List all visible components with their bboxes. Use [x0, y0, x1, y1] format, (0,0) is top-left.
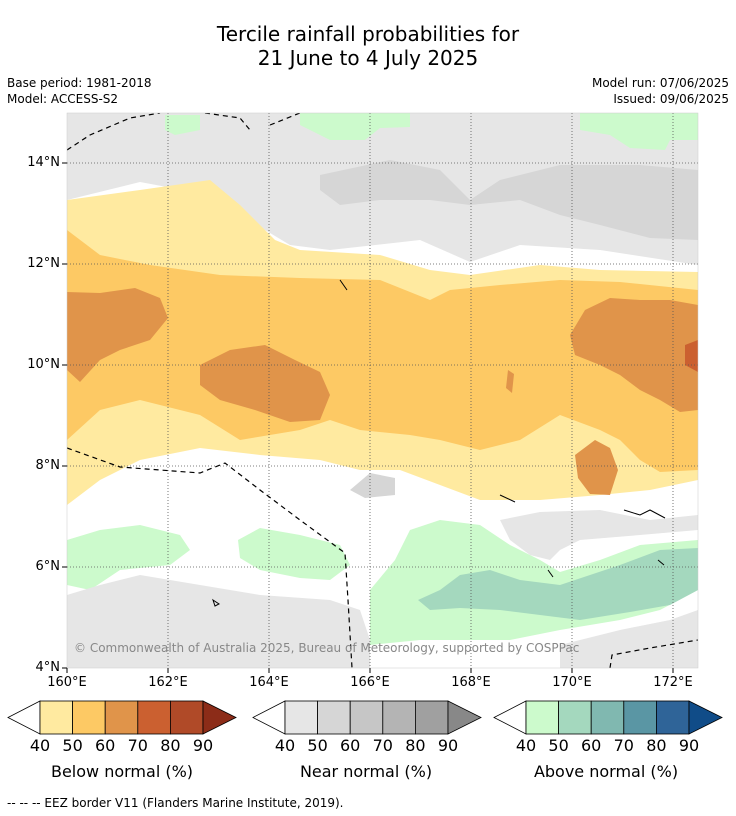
colorbar-label-below: Below normal (%): [50, 762, 194, 781]
eez-border: [67, 113, 698, 668]
colorbar-arrow-high: [688, 700, 723, 735]
colorbar-swatch: [72, 700, 106, 735]
colorbar-swatch: [349, 700, 384, 735]
colorbar-tick-label: 80: [405, 736, 426, 755]
colorbar-arrow-low: [252, 700, 286, 735]
colorbar-tick-label: 90: [437, 736, 459, 755]
colorbar-tick-label: 60: [95, 736, 116, 755]
meta-right: Model run: 07/06/2025 Issued: 09/06/2025: [592, 75, 729, 107]
near-normal-region-north-darker: [320, 160, 698, 240]
lon-label-172e: 172°E: [653, 675, 693, 690]
lon-label-160e: 160°E: [47, 675, 87, 690]
colorbar-swatch: [558, 700, 592, 735]
graticule: [67, 113, 698, 668]
colorbar-arrow-high: [447, 700, 482, 735]
colorbar-tick-label: 60: [340, 736, 361, 755]
model-run: Model run: 07/06/2025: [591, 76, 729, 90]
below-normal-region-60-small: [506, 370, 514, 393]
above-normal-region-northwest: [165, 115, 200, 135]
colorbar-swatch: [656, 700, 690, 735]
colorbar-swatch: [104, 700, 139, 735]
title-line-1: Tercile rainfall probabilities for: [216, 22, 520, 46]
lon-label-166e: 166°E: [350, 675, 390, 690]
colorbar-label-above: Above normal (%): [533, 762, 679, 781]
lat-label-4n: 4°N: [35, 660, 61, 675]
colorbar-tick-label: 90: [192, 736, 214, 755]
lon-label-170e: 170°E: [552, 675, 592, 690]
colorbar-tick-label: 70: [127, 736, 148, 755]
lat-label-12n: 12°N: [27, 256, 60, 271]
lat-label-6n: 6°N: [35, 559, 61, 574]
above-normal-region-50: [418, 548, 698, 620]
colorbar-swatch: [317, 700, 351, 735]
colorbar-tick-label: 80: [646, 736, 667, 755]
below-normal-region-60-southeast: [575, 440, 618, 495]
islands: [212, 279, 666, 607]
colorbar-label-near: Near normal (%): [299, 762, 433, 781]
colorbar-swatch: [623, 700, 657, 735]
colorbar-tick-label: 40: [274, 736, 296, 755]
lat-label-10n: 10°N: [27, 357, 60, 372]
colorbar-tick-label: 40: [515, 736, 537, 755]
below-normal-region-60-west: [67, 288, 168, 382]
colorbar-arrow-low: [7, 700, 41, 735]
colorbar-swatch: [414, 700, 449, 735]
colorbar-arrow-high: [202, 700, 237, 735]
above-normal-region-north: [300, 113, 410, 140]
issued-date: Issued: 09/06/2025: [613, 92, 729, 106]
colorbar-swatch: [284, 700, 318, 735]
above-normal-region-south-west: [67, 525, 190, 590]
colorbar-arrow-low: [493, 700, 527, 735]
copyright-notice: © Commonwealth of Australia 2025, Bureau…: [74, 641, 580, 655]
lon-label-162e: 162°E: [148, 675, 188, 690]
below-normal-region-70-east: [685, 340, 698, 372]
axis-ticks: [62, 162, 674, 673]
map-field: [67, 113, 698, 668]
colorbar-tick-label: 40: [29, 736, 51, 755]
colorbar-tick-label: 50: [62, 736, 83, 755]
near-normal-region-southeast-corner: [560, 610, 698, 668]
colorbar-swatch: [169, 700, 204, 735]
below-normal-region-60-central: [200, 345, 330, 422]
meta-left: Base period: 1981-2018 Model: ACCESS-S2: [7, 75, 152, 107]
colorbar-tick-label: 50: [307, 736, 328, 755]
above-normal-region-northeast: [580, 113, 698, 150]
base-period: Base period: 1981-2018: [7, 76, 152, 90]
near-normal-region-south-east: [500, 510, 698, 560]
colorbar-tick-label: 50: [548, 736, 569, 755]
below-normal-region-60-east: [570, 298, 698, 412]
colorbar-tick-label: 60: [581, 736, 602, 755]
near-normal-region-southwest-large: [67, 575, 370, 668]
map-title: Tercile rainfall probabilities for 21 Ju…: [0, 22, 736, 70]
colorbar-tick-label: 90: [678, 736, 700, 755]
colorbar-swatch: [525, 700, 559, 735]
lon-label-168e: 168°E: [451, 675, 491, 690]
below-normal-band-50: [67, 230, 698, 472]
colorbar-tick-label: 80: [160, 736, 181, 755]
lat-label-14n: 14°N: [27, 155, 60, 170]
colorbar-tick-label: 70: [372, 736, 393, 755]
title-line-2: 21 June to 4 July 2025: [257, 46, 479, 70]
model-name: Model: ACCESS-S2: [7, 92, 119, 106]
colorbar-above-normal: [493, 700, 723, 735]
colorbar-near-normal: [252, 700, 482, 735]
lon-label-164e: 164°E: [249, 675, 289, 690]
colorbar-swatch: [137, 700, 171, 735]
near-normal-region-south-small: [350, 473, 395, 498]
colorbar-below-normal: [7, 700, 237, 735]
colorbar-swatch: [590, 700, 625, 735]
colorbar-tick-label: 70: [613, 736, 634, 755]
lat-label-8n: 8°N: [35, 458, 61, 473]
colorbar-swatch: [382, 700, 416, 735]
footer-note: -- -- -- EEZ border V11 (Flanders Marine…: [7, 796, 344, 810]
colorbar-swatch: [39, 700, 73, 735]
